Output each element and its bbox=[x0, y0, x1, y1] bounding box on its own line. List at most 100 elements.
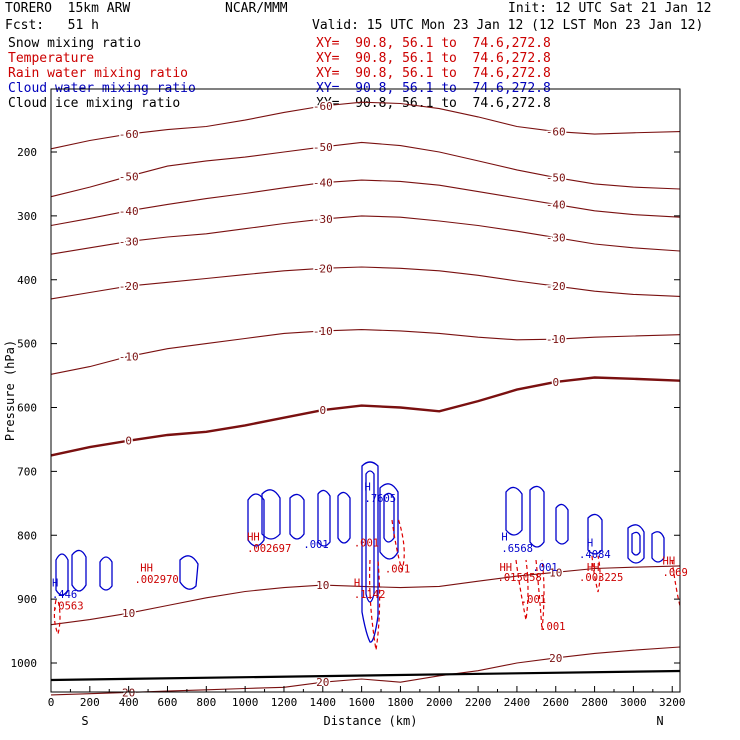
cloud-water-contour bbox=[505, 486, 523, 536]
x-tick-label: 1000 bbox=[232, 696, 259, 709]
cloud-water-contour bbox=[365, 470, 375, 603]
isotherm-line bbox=[50, 646, 681, 696]
isotherm-label: -30 bbox=[546, 232, 566, 245]
isotherm-label: 0 bbox=[552, 376, 559, 389]
field-extremum-label: .002970 bbox=[134, 574, 178, 586]
isotherm-label: -40 bbox=[546, 198, 566, 211]
rain-water-contour bbox=[391, 517, 405, 573]
field-temperature-xy: XY= 90.8, 56.1 to 74.6,272.8 bbox=[316, 51, 551, 66]
field-extremum-label: HH bbox=[247, 531, 260, 543]
isotherm-label: -50 bbox=[313, 141, 333, 154]
cloud-water-contour bbox=[631, 531, 641, 556]
isotherm-line bbox=[50, 266, 681, 300]
terrain-line bbox=[50, 669, 681, 682]
x-tick-label: 800 bbox=[196, 696, 216, 709]
annotation-layer: H.446.0563HH.002970HH.002697.001H.7605.0… bbox=[52, 482, 688, 633]
field-extremum-label: HH bbox=[140, 563, 153, 575]
cloud-water-contour bbox=[261, 489, 281, 540]
cloud-water-contour bbox=[555, 503, 569, 545]
south-endpoint-label: S bbox=[81, 714, 88, 728]
isotherm-line bbox=[50, 215, 681, 255]
x-tick-label: 1200 bbox=[271, 696, 298, 709]
rain-water-contour bbox=[53, 599, 61, 636]
cloud-water-contour bbox=[71, 549, 87, 592]
isotherm-label: -40 bbox=[119, 205, 139, 218]
field-extremum-label: .015058 bbox=[498, 572, 542, 584]
isotherm-label: -20 bbox=[313, 262, 333, 275]
isotherm-line bbox=[50, 101, 681, 150]
field-snow-xy: XY= 90.8, 56.1 to 74.6,272.8 bbox=[316, 36, 551, 51]
isotherm-label: -20 bbox=[546, 280, 566, 293]
isotherm-label: 0 bbox=[319, 404, 326, 417]
cloud-water-contour bbox=[529, 485, 545, 548]
field-extremum-label: H bbox=[501, 531, 507, 543]
cloud-water-contour bbox=[337, 491, 351, 544]
cloud-water-contour bbox=[379, 483, 399, 560]
field-snow-name: Snow mixing ratio bbox=[8, 36, 142, 51]
isotherm-label: 10 bbox=[549, 566, 562, 579]
field-rain-xy: XY= 90.8, 56.1 to 74.6,272.8 bbox=[316, 66, 551, 81]
y-tick-label: 800 bbox=[17, 529, 37, 542]
field-extremum-label: .6568 bbox=[501, 543, 533, 555]
cloud-water-contour bbox=[317, 489, 331, 547]
field-extremum-label: .003225 bbox=[579, 572, 623, 584]
cloud-water-contour bbox=[651, 531, 665, 563]
x-tick-label: 1800 bbox=[387, 696, 414, 709]
x-tick-label: 200 bbox=[80, 696, 100, 709]
field-extremum-label: HH bbox=[499, 562, 512, 574]
field-extremum-label: .001 bbox=[532, 562, 557, 574]
isotherm-label: -50 bbox=[546, 172, 566, 185]
cloud-water-contour bbox=[247, 493, 265, 547]
y-tick-label: 900 bbox=[17, 593, 37, 606]
isotherm-line bbox=[50, 329, 681, 375]
field-extremum-label: .001 bbox=[303, 539, 328, 551]
field-extremum-label: HH bbox=[663, 556, 676, 568]
field-extremum-label: .001 bbox=[521, 594, 546, 606]
field-cloudice-name: Cloud ice mixing ratio bbox=[8, 96, 181, 111]
plot-frame bbox=[50, 88, 681, 693]
y-tick-label: 500 bbox=[17, 338, 37, 351]
x-axis-label: Distance (km) bbox=[324, 714, 418, 728]
x-tick-label: 1600 bbox=[348, 696, 375, 709]
north-endpoint-label: N bbox=[656, 714, 663, 728]
isotherm-line bbox=[50, 376, 681, 457]
isotherm-label: -20 bbox=[119, 280, 139, 293]
y-tick-label: 400 bbox=[17, 274, 37, 287]
field-extremum-label: .1142 bbox=[354, 589, 386, 601]
axes-layer: 0 200 400 600 800 1000 1200 1400 1600 1800 2000 220… bbox=[3, 88, 685, 728]
model-title: TORERO 15km ARW bbox=[5, 1, 131, 16]
field-extremum-label: .002697 bbox=[247, 543, 291, 555]
rain-water-contour bbox=[591, 555, 601, 593]
isotherm-line bbox=[50, 141, 681, 198]
isotherm-label: 10 bbox=[122, 607, 135, 620]
y-tick-label: 300 bbox=[17, 210, 37, 223]
field-extremum-label: .4084 bbox=[579, 549, 611, 561]
isotherm-label: -40 bbox=[313, 177, 333, 190]
y-tick-label: 600 bbox=[17, 402, 37, 415]
x-tick-label: 3000 bbox=[620, 696, 647, 709]
valid-time: Valid: 15 UTC Mon 23 Jan 12 (12 LST Mon … bbox=[312, 18, 704, 33]
isotherm-label: -10 bbox=[119, 350, 139, 363]
cloud-water-contour bbox=[627, 524, 645, 564]
rain-water-contour bbox=[535, 559, 545, 631]
field-extremum-label: H bbox=[52, 577, 58, 589]
cloud-water-contour bbox=[361, 461, 379, 643]
cloud-water-contour bbox=[55, 553, 69, 596]
init-time: Init: 12 UTC Sat 21 Jan 12 bbox=[508, 1, 712, 16]
isotherm-line bbox=[50, 179, 681, 227]
field-extremum-label: .001 bbox=[354, 538, 379, 550]
field-extremum-label: .001 bbox=[540, 621, 565, 633]
cloud-water-contour bbox=[587, 513, 603, 555]
isotherm-label: -60 bbox=[313, 100, 333, 113]
field-extremum-label: .001 bbox=[385, 563, 410, 575]
x-tick-label: 2800 bbox=[581, 696, 608, 709]
isotherm-label: -50 bbox=[119, 170, 139, 183]
isotherm-label: -30 bbox=[119, 235, 139, 248]
field-extremum-label: .446 bbox=[52, 589, 77, 601]
field-extremum-label: HH bbox=[587, 562, 600, 574]
x-tick-label: 600 bbox=[158, 696, 178, 709]
field-rain-name: Rain water mixing ratio bbox=[8, 66, 189, 81]
y-tick-label: 700 bbox=[17, 465, 37, 478]
field-extremum-label: H bbox=[354, 577, 360, 589]
